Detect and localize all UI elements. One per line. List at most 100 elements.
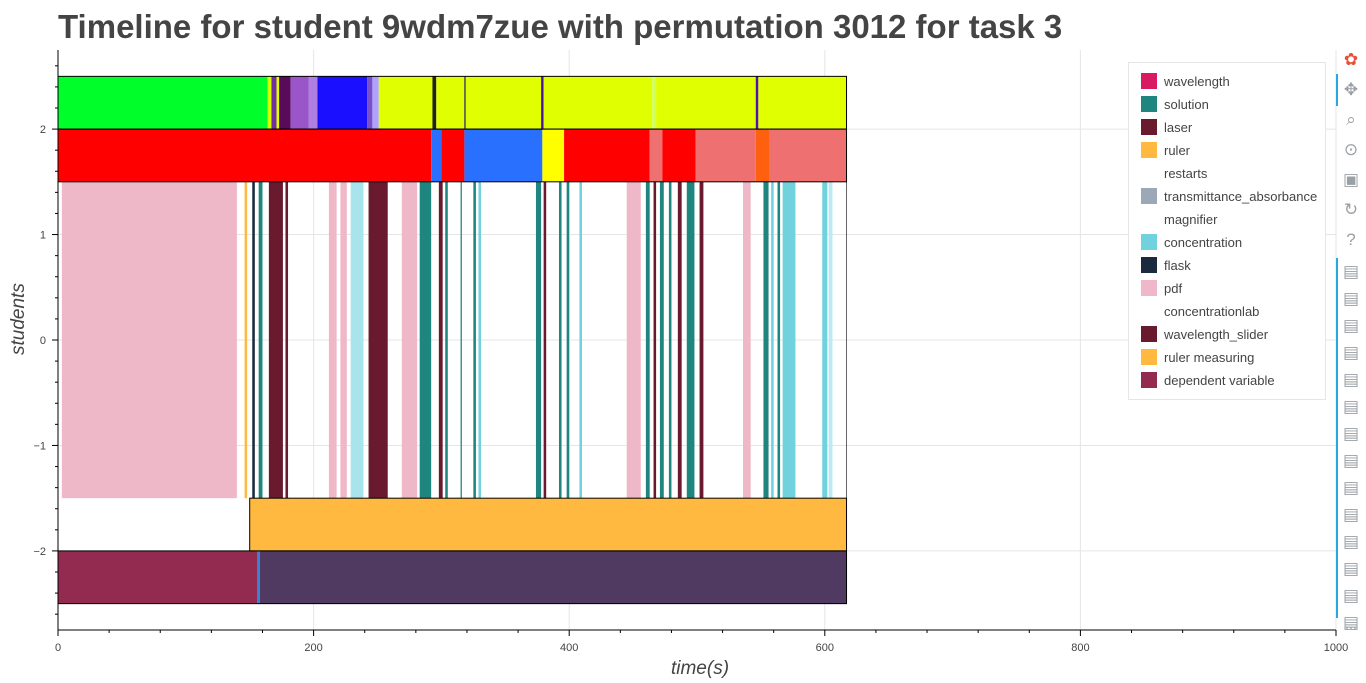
legend-label: restarts	[1164, 165, 1208, 181]
more-icon[interactable]: ⋯	[1345, 621, 1357, 635]
y-axis-label: students	[8, 283, 29, 355]
legend-item[interactable]: ruler measuring	[1141, 347, 1254, 367]
timeline-segment	[290, 76, 309, 130]
legend-swatch	[1141, 211, 1157, 227]
timeline-segment	[822, 181, 828, 499]
timeline-segment	[436, 76, 465, 130]
axes: 0 200 400 600 800 1000 −2 −1 0 1 2	[33, 50, 1348, 654]
legend-item[interactable]: wavelength_slider	[1141, 324, 1268, 344]
timeline-segment	[677, 181, 682, 499]
x-tick-label: 1000	[1324, 642, 1348, 654]
x-tick-label: 800	[1071, 642, 1089, 654]
legend-item[interactable]: flask	[1141, 255, 1191, 275]
legend-swatch	[1141, 96, 1157, 112]
timeline-segment	[441, 129, 465, 182]
legend-item[interactable]: concentration	[1141, 232, 1242, 252]
legend-item[interactable]: magnifier	[1141, 209, 1217, 229]
legend-item[interactable]: dependent variable	[1141, 370, 1275, 390]
pan-icon[interactable]: ✥	[1343, 80, 1359, 99]
timeline-segment	[58, 550, 258, 604]
hover-icon[interactable]: ▤	[1342, 343, 1360, 362]
x-axis-label: time(s)	[670, 658, 730, 679]
chart-title: Timeline for student 9wdm7zue with permu…	[58, 8, 1063, 45]
wheel-zoom-icon[interactable]: ⊙	[1343, 140, 1359, 159]
timeline-segment	[771, 181, 774, 499]
legend-item[interactable]: pdf	[1141, 278, 1182, 298]
timeline-segment	[258, 181, 263, 499]
legend-swatch	[1141, 165, 1157, 181]
x-tick-label: 0	[55, 642, 61, 654]
hover-icon[interactable]: ▤	[1342, 370, 1360, 389]
hover-icon[interactable]: ▤	[1342, 424, 1360, 443]
legend-item[interactable]: transmittance_absorbance	[1141, 186, 1317, 206]
timeline-segment	[564, 129, 650, 182]
legend-swatch	[1141, 303, 1157, 319]
timeline-segment	[543, 181, 547, 499]
timeline-bars	[57, 75, 848, 605]
legend-swatch	[1141, 349, 1157, 365]
timeline-segment	[317, 76, 368, 130]
hover-icon[interactable]: ▤	[1342, 478, 1360, 497]
timeline-segment	[659, 181, 664, 499]
legend-item[interactable]: ruler	[1141, 140, 1190, 160]
timeline-segment	[268, 181, 283, 499]
timeline-segment	[464, 76, 466, 130]
legend-label: concentrationlab	[1164, 303, 1260, 319]
hover-icon[interactable]: ▤	[1342, 559, 1360, 578]
timeline-segment	[686, 181, 695, 499]
timeline-segment	[535, 181, 542, 499]
legend-item[interactable]: restarts	[1141, 163, 1207, 183]
save-icon[interactable]: ▣	[1342, 170, 1360, 189]
hover-icon[interactable]: ▤	[1342, 586, 1360, 605]
timeline-segment	[755, 129, 770, 182]
legend-label: solution	[1164, 96, 1209, 112]
legend-item[interactable]: solution	[1141, 94, 1209, 114]
timeline-segment	[279, 76, 291, 130]
timeline-segment	[653, 181, 657, 499]
legend-item[interactable]: concentrationlab	[1141, 301, 1259, 321]
hover-icon[interactable]: ▤	[1342, 262, 1360, 281]
zoom-icon[interactable]: ⌕	[1346, 110, 1356, 129]
timeline-segment	[662, 129, 696, 182]
timeline-segment	[350, 181, 364, 499]
timeline-segment	[645, 181, 650, 499]
timeline-segment	[777, 181, 781, 499]
timeline-segment	[257, 550, 260, 604]
legend-swatch	[1141, 280, 1157, 296]
legend[interactable]: wavelength solution laser ruler restarts tran…	[1128, 62, 1326, 400]
timeline-segment	[543, 76, 653, 130]
timeline-segment	[478, 181, 482, 499]
bokeh-logo-icon: ✿	[1343, 50, 1359, 69]
legend-item[interactable]: laser	[1141, 117, 1192, 137]
timeline-segment	[473, 181, 476, 499]
legend-item[interactable]: wavelength	[1141, 71, 1230, 91]
timeline-segment	[464, 129, 543, 182]
timeline-segment	[432, 76, 437, 130]
legend-swatch	[1141, 372, 1157, 388]
reset-icon[interactable]: ↻	[1343, 200, 1359, 219]
hover-icon[interactable]: ▤	[1342, 316, 1360, 335]
toolbar-active-indicator	[1336, 258, 1338, 618]
help-icon[interactable]: ?	[1346, 230, 1356, 249]
hover-icon[interactable]: ▤	[1342, 289, 1360, 308]
timeline-segment	[419, 181, 432, 499]
timeline-segment	[579, 181, 582, 499]
toolbar: ✿ ✥ ⌕ ⊙ ▣ ↻? ▤ ▤ ▤ ▤ ▤ ▤ ▤ ▤ ▤ ▤ ▤ ▤ ▤ ▤ ⋯	[1336, 46, 1366, 636]
hover-icon[interactable]: ▤	[1342, 505, 1360, 524]
legend-swatch	[1141, 257, 1157, 273]
hover-icon[interactable]: ▤	[1342, 532, 1360, 551]
legend-label: ruler measuring	[1164, 349, 1255, 365]
timeline-segment	[542, 129, 565, 182]
legend-label: dependent variable	[1164, 372, 1275, 388]
hover-icon[interactable]: ▤	[1342, 613, 1360, 632]
y-tick-label: 0	[40, 335, 46, 347]
timeline-segment	[252, 181, 255, 499]
hover-icon[interactable]: ▤	[1342, 451, 1360, 470]
timeline-segment	[763, 181, 769, 499]
hover-icon[interactable]: ▤	[1342, 397, 1360, 416]
legend-label: wavelength_slider	[1164, 326, 1269, 342]
legend-swatch	[1141, 188, 1157, 204]
y-tick-label: −1	[33, 440, 46, 452]
timeline-segment	[465, 76, 542, 130]
legend-label: ruler	[1164, 142, 1191, 158]
